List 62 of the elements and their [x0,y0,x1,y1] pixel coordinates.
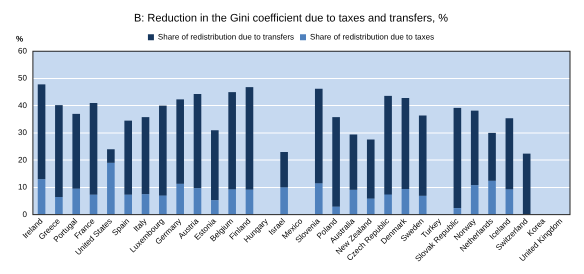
bar [246,190,254,214]
bar [72,188,80,214]
bar [402,98,410,190]
bar [159,106,167,196]
y-axis-title: % [16,34,24,44]
y-tick-label: 60 [18,46,28,56]
bar [314,88,323,184]
bar [124,194,132,214]
bar [142,117,150,194]
bar [454,108,462,208]
bar [506,118,514,190]
y-tick-label: 0 [22,210,28,219]
bar [280,187,288,214]
bar [332,117,340,207]
bar [107,162,115,214]
bar [55,196,63,214]
bar [176,184,184,214]
bar [280,152,288,188]
bar [55,105,63,197]
legend-label: Share of redistribution due to taxes [310,32,434,42]
bar [384,96,392,194]
bar [366,139,375,199]
bar [350,190,358,214]
bar [418,196,427,214]
bar [176,99,184,184]
bar [142,194,150,214]
bar [72,114,80,189]
bar [90,102,98,195]
bar [384,194,392,214]
bar [90,194,98,214]
bar [211,200,219,214]
bar [470,110,479,186]
bar [246,87,254,190]
bar [454,208,462,214]
bar [332,206,340,214]
bar [488,180,496,214]
y-tick-label: 30 [18,128,28,138]
y-tick-label: 10 [18,182,28,192]
bar [228,92,236,190]
bar [159,196,167,214]
bar [38,179,46,214]
bar [194,188,202,214]
legend-label: Share of redistribution due to transfers [158,32,294,42]
bar [470,185,479,214]
bar [522,154,530,214]
bar [488,132,496,181]
bar [211,130,219,200]
bar [124,120,132,195]
bar [314,183,323,214]
y-tick-label: 20 [18,155,28,164]
bar [506,189,514,214]
bar [366,198,375,214]
bar [418,115,427,196]
bar [228,189,236,214]
bar [38,84,46,180]
y-tick-label: 40 [18,100,28,110]
bar [350,134,358,190]
y-tick-label: 50 [18,74,28,83]
bar [107,149,115,163]
chart-title: B: Reduction in the Gini coefficient due to taxes and transfers, % [134,12,448,25]
bar [402,189,410,214]
bar [194,94,202,188]
